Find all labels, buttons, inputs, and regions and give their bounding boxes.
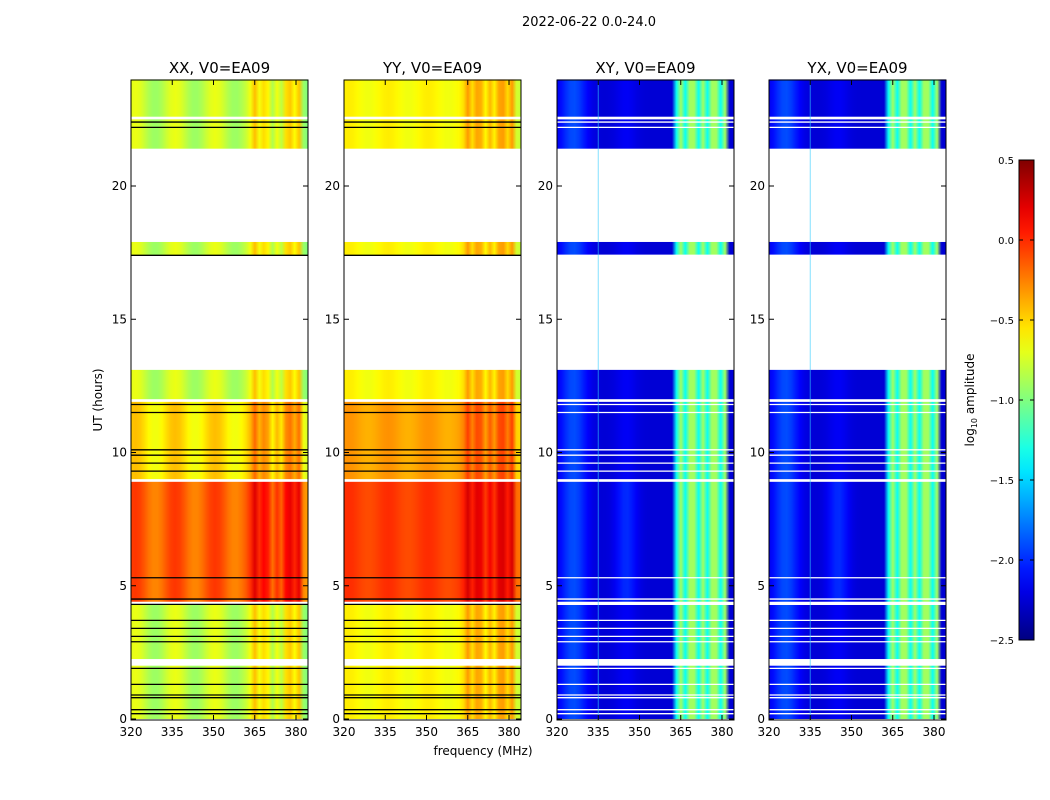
data-segment [769,665,946,719]
y-tick-label: 10 [112,446,127,460]
x-tick-label: 350 [415,725,438,739]
panel-title: YX, V0=EA09 [806,59,907,77]
y-axis-label: UT (hours) [91,368,105,431]
panel-title: XX, V0=EA09 [169,59,270,77]
x-tick-label: 365 [243,725,266,739]
colorbar-tick-label: 0.0 [998,236,1014,247]
y-tick-label: 0 [757,712,765,726]
x-tick-label: 365 [456,725,479,739]
colorbar-tick-label: 0.5 [998,156,1014,167]
panel-xx: XX, V0=EA09 320 335 350 365 380 0 5 10 15 20 [112,59,309,739]
y-tick-label: 10 [750,446,765,460]
x-tick-label: 320 [758,725,781,739]
y-tick-label: 15 [750,312,765,326]
x-tick-label: 365 [881,725,904,739]
y-tick-label: 5 [119,579,127,593]
x-tick-label: 350 [202,725,225,739]
x-tick-label: 335 [374,725,397,739]
data-segment [557,369,734,400]
colorbar-tick-label: −0.5 [990,316,1014,327]
figure-title: 2022-06-22 0.0-24.0 [522,15,656,30]
data-segment [131,119,308,149]
axes-frame [130,79,309,721]
data-segment [769,481,946,602]
data-segment [769,369,946,400]
colorbar-tick-label: −2.0 [990,556,1014,567]
y-tick-label: 15 [325,312,340,326]
x-tick-label: 320 [546,725,569,739]
data-segment [344,369,521,400]
x-tick-label: 335 [587,725,610,739]
y-tick-label: 5 [757,579,765,593]
y-tick-label: 20 [538,179,553,193]
x-tick-label: 350 [840,725,863,739]
data-segment [557,481,734,602]
data-segment [131,604,308,660]
axes-frame [768,79,947,721]
x-tick-label: 365 [669,725,692,739]
panel-xy: XY, V0=EA09 320 335 350 365 380 0 5 10 15 20 [538,59,735,739]
y-tick-label: 0 [332,712,340,726]
data-segment [769,241,946,256]
data-segment [769,401,946,480]
axes-frame [343,79,522,721]
y-tick-label: 10 [538,446,553,460]
colorbar-tick-label: −1.5 [990,476,1014,487]
y-tick-label: 15 [538,312,553,326]
data-segment [344,241,521,256]
data-segment [131,241,308,256]
panel-title: XY, V0=EA09 [595,59,695,77]
x-axis-label: frequency (MHz) [433,744,532,758]
data-segment [344,79,521,117]
data-segment [769,604,946,660]
data-segment [344,604,521,660]
x-tick-label: 350 [628,725,651,739]
data-segment [557,401,734,480]
data-segment [131,665,308,719]
x-tick-label: 335 [161,725,184,739]
y-tick-label: 5 [545,579,553,593]
y-tick-label: 10 [325,446,340,460]
data-segment [131,79,308,117]
data-segment [557,241,734,256]
data-segment [769,79,946,117]
y-tick-label: 15 [112,312,127,326]
data-segment [557,604,734,660]
data-segment [557,119,734,149]
colorbar-label: log10 amplitude [963,354,979,447]
data-segment [344,481,521,602]
y-tick-label: 20 [112,179,127,193]
y-tick-label: 5 [332,579,340,593]
x-tick-label: 380 [711,725,734,739]
data-segment [344,665,521,719]
panel-yx: YX, V0=EA09 320 335 350 365 380 0 5 10 15 20 [750,59,947,739]
data-segment [344,119,521,149]
data-segment [131,369,308,400]
x-tick-label: 380 [285,725,308,739]
axes-frame [556,79,735,721]
colorbar-tick-label: −2.5 [990,636,1014,647]
data-segment [344,401,521,480]
x-tick-label: 335 [799,725,822,739]
y-tick-label: 0 [119,712,127,726]
data-segment [557,665,734,719]
data-segment [131,401,308,480]
y-tick-label: 20 [750,179,765,193]
x-tick-label: 320 [333,725,356,739]
x-tick-label: 380 [923,725,946,739]
y-tick-label: 20 [325,179,340,193]
colorbar: 0.5 0.0 −0.5 −1.0 −1.5 −2.0 −2.5 log10 amplitud… [963,156,1035,647]
y-tick-label: 0 [545,712,553,726]
colorbar-tick-label: −1.0 [990,396,1014,407]
panel-yy: YY, V0=EA09 320 335 350 365 380 0 5 10 15 20 [325,59,522,739]
x-tick-label: 380 [498,725,521,739]
x-tick-label: 320 [120,725,143,739]
data-segment [557,79,734,117]
panel-title: YY, V0=EA09 [382,59,482,77]
data-segment [769,119,946,149]
data-segment [131,481,308,602]
